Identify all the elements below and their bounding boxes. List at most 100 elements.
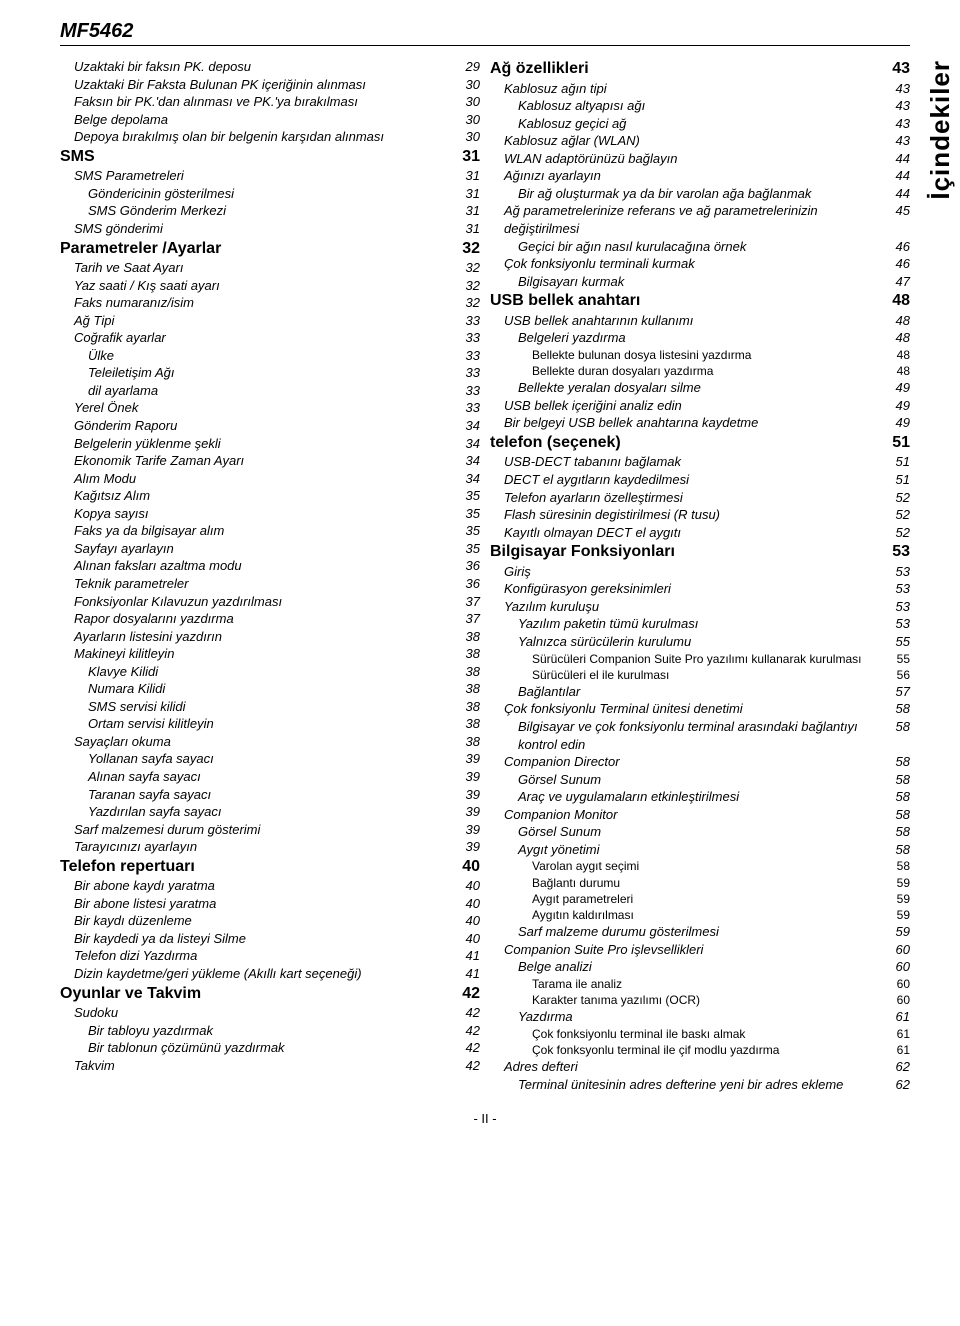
toc-entry-page: 39 — [456, 838, 480, 856]
toc-entry: Aygıt yönetimi58 — [490, 841, 910, 859]
toc-entry-label: Taranan sayfa sayacı — [88, 786, 456, 804]
toc-entry-label: Yerel Önek — [74, 399, 456, 417]
toc-entry-page: 53 — [886, 563, 910, 581]
toc-entry: SMS gönderimi31 — [60, 220, 480, 238]
toc-entry-page: 38 — [456, 645, 480, 663]
toc-entry: Ayarların listesini yazdırın38 — [60, 628, 480, 646]
toc-entry-page: 59 — [886, 923, 910, 941]
toc-entry-page: 31 — [456, 185, 480, 203]
toc-entry-label: Dizin kaydetme/geri yükleme (Akıllı kart… — [74, 965, 456, 983]
toc-entry-label: Ayarların listesini yazdırın — [74, 628, 456, 646]
toc-entry-page: 32 — [456, 259, 480, 277]
toc-entry: Uzaktaki bir faksın PK. deposu29 — [60, 58, 480, 76]
toc-entry-page: 36 — [456, 575, 480, 593]
toc-entry-label: Kablosuz geçici ağ — [518, 115, 886, 133]
toc-entry-page: 34 — [456, 470, 480, 488]
toc-entry: Göndericinin gösterilmesi31 — [60, 185, 480, 203]
toc-entry: SMS31 — [60, 146, 480, 168]
toc-entry: USB bellek içeriğini analiz edin49 — [490, 397, 910, 415]
toc-entry-page: 34 — [456, 435, 480, 453]
toc-entry-label: Fonksiyonlar Kılavuzun yazdırılması — [74, 593, 456, 611]
toc-entry-label: Bellekte bulunan dosya listesini yazdırm… — [532, 347, 886, 363]
toc-entry-label: Klavye Kilidi — [88, 663, 456, 681]
toc-entry: Çok fonksiyonlu terminal ile baskı almak… — [490, 1026, 910, 1042]
toc-entry-label: Parametreler /Ayarlar — [60, 238, 456, 260]
toc-entry-label: Takvim — [74, 1057, 456, 1075]
toc-entry-label: Companion Suite Pro işlevsellikleri — [504, 941, 886, 959]
toc-entry-label: Telefon ayarların özelleştirmesi — [504, 489, 886, 507]
toc-entry: Görsel Sunum58 — [490, 771, 910, 789]
toc-entry-page: 41 — [456, 965, 480, 983]
toc-entry-page: 33 — [456, 312, 480, 330]
toc-entry-label: Bağlantılar — [518, 683, 886, 701]
toc-entry-label: Kağıtsız Alım — [74, 487, 456, 505]
toc-entry: Faksın bir PK.'dan alınması ve PK.'ya bı… — [60, 93, 480, 111]
toc-entry-page: 29 — [456, 58, 480, 76]
toc-entry: Geçici bir ağın nasıl kurulacağına örnek… — [490, 238, 910, 256]
toc-entry-label: SMS Gönderim Merkezi — [88, 202, 456, 220]
toc-entry-label: Faks numaranız/isim — [74, 294, 456, 312]
toc-entry-page: 43 — [886, 132, 910, 150]
toc-entry-page: 42 — [456, 1022, 480, 1040]
page-footer: - II - — [60, 1111, 910, 1126]
toc-entry: Companion Director58 — [490, 753, 910, 771]
toc-entry-label: Uzaktaki Bir Faksta Bulunan PK içeriğini… — [74, 76, 456, 94]
toc-entry-label: Yazılım paketin tümü kurulması — [518, 615, 886, 633]
toc-entry-page: 58 — [886, 823, 910, 841]
toc-entry: Yalnızca sürücülerin kurulumu55 — [490, 633, 910, 651]
toc-entry: Tarih ve Saat Ayarı32 — [60, 259, 480, 277]
toc-entry: Giriş53 — [490, 563, 910, 581]
toc-entry-label: Sürücüleri Companion Suite Pro yazılımı … — [532, 651, 886, 667]
toc-entry: Bir abone listesi yaratma40 — [60, 895, 480, 913]
toc-entry-label: WLAN adaptörünüzü bağlayın — [504, 150, 886, 168]
toc-entry-page: 30 — [456, 76, 480, 94]
toc-entry-page: 42 — [456, 1004, 480, 1022]
toc-entry-label: Kablosuz ağın tipi — [504, 80, 886, 98]
toc-entry: Makineyi kilitleyin38 — [60, 645, 480, 663]
toc-left-column: Uzaktaki bir faksın PK. deposu29Uzaktaki… — [60, 58, 480, 1093]
toc-entry-page: 32 — [456, 294, 480, 312]
toc-entry-label: Tarama ile analiz — [532, 976, 886, 992]
toc-entry-label: SMS gönderimi — [74, 220, 456, 238]
toc-entry: Ekonomik Tarife Zaman Ayarı34 — [60, 452, 480, 470]
toc-entry: Klavye Kilidi38 — [60, 663, 480, 681]
toc-entry: Ortam servisi kilitleyin38 — [60, 715, 480, 733]
toc-entry-page: 33 — [456, 329, 480, 347]
toc-entry-label: Adres defteri — [504, 1058, 886, 1076]
toc-entry-label: Coğrafik ayarlar — [74, 329, 456, 347]
toc-entry-page: 58 — [886, 700, 910, 718]
toc-entry-page: 37 — [456, 593, 480, 611]
toc-entry-page: 49 — [886, 414, 910, 432]
toc-entry: Aygıt parametreleri59 — [490, 891, 910, 907]
toc-entry: Kayıtlı olmayan DECT el aygıtı52 — [490, 524, 910, 542]
toc-entry-label: Flash süresinin degistirilmesi (R tusu) — [504, 506, 886, 524]
toc-entry-page: 38 — [456, 663, 480, 681]
toc-entry-page: 44 — [886, 185, 910, 203]
toc-entry-label: Varolan aygıt seçimi — [532, 858, 886, 874]
toc-entry: Sudoku42 — [60, 1004, 480, 1022]
toc-entry: Bellekte duran dosyaları yazdırma48 — [490, 363, 910, 379]
toc-entry-label: Çok fonksiyonlu terminal ile baskı almak — [532, 1026, 886, 1042]
toc-columns: Uzaktaki bir faksın PK. deposu29Uzaktaki… — [60, 58, 910, 1093]
toc-entry-label: Alınan faksları azaltma modu — [74, 557, 456, 575]
toc-entry-page: 31 — [456, 202, 480, 220]
toc-entry: Numara Kilidi38 — [60, 680, 480, 698]
toc-entry-label: Kopya sayısı — [74, 505, 456, 523]
toc-entry: Faks numaranız/isim32 — [60, 294, 480, 312]
toc-entry-page: 53 — [886, 580, 910, 598]
toc-entry-label: Çok fonksiyonlu Terminal ünitesi denetim… — [504, 700, 886, 718]
toc-entry: Flash süresinin degistirilmesi (R tusu)5… — [490, 506, 910, 524]
toc-entry: Dizin kaydetme/geri yükleme (Akıllı kart… — [60, 965, 480, 983]
toc-entry-label: Gönderim Raporu — [74, 417, 456, 435]
toc-entry: Bağlantılar57 — [490, 683, 910, 701]
toc-entry: Bir kaydı düzenleme40 — [60, 912, 480, 930]
toc-entry-page: 57 — [886, 683, 910, 701]
toc-entry-label: Teknik parametreler — [74, 575, 456, 593]
toc-entry-label: Belge analizi — [518, 958, 886, 976]
toc-entry-page: 49 — [886, 397, 910, 415]
toc-entry-label: Karakter tanıma yazılımı (OCR) — [532, 992, 886, 1008]
toc-entry: Sayfayı ayarlayın35 — [60, 540, 480, 558]
toc-entry-page: 44 — [886, 167, 910, 185]
toc-entry-page: 40 — [456, 930, 480, 948]
toc-entry-label: Belge depolama — [74, 111, 456, 129]
